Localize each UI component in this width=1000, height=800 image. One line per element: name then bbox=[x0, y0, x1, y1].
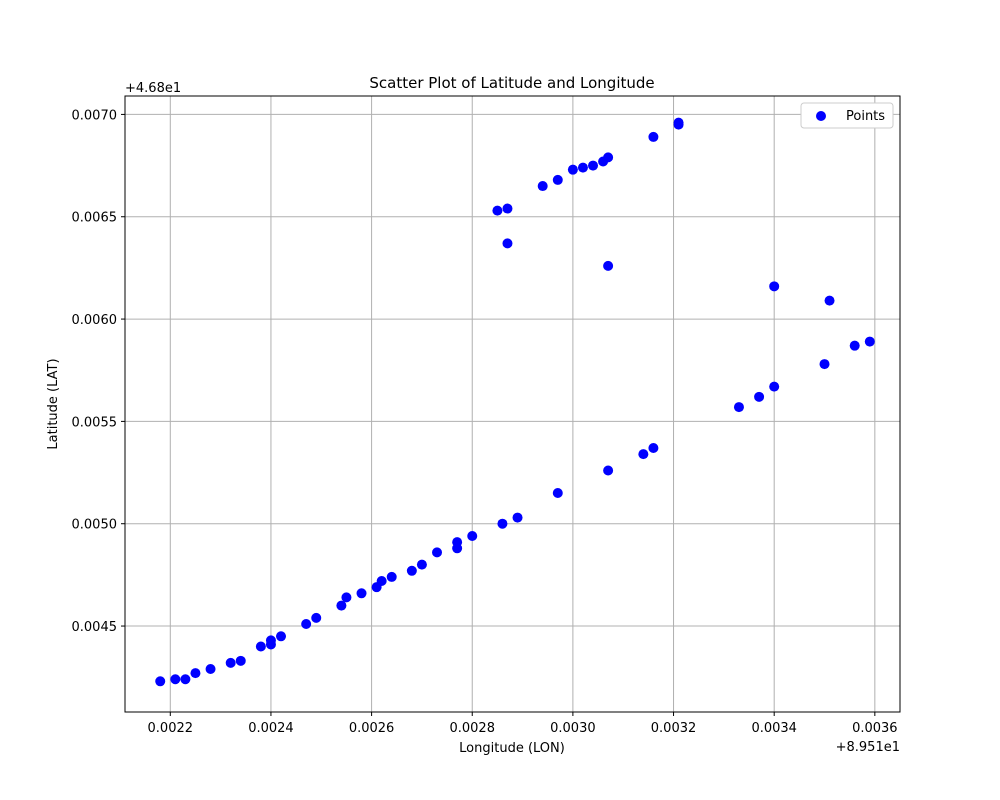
data-point bbox=[603, 152, 614, 163]
data-point bbox=[819, 359, 830, 370]
data-point bbox=[225, 657, 236, 668]
x-tick-label: 0.0034 bbox=[751, 721, 797, 736]
data-point bbox=[512, 512, 523, 523]
x-tick-label: 0.0028 bbox=[449, 721, 495, 736]
data-point bbox=[537, 181, 548, 192]
data-point bbox=[552, 174, 563, 185]
data-point bbox=[276, 631, 287, 642]
data-point bbox=[180, 674, 191, 685]
data-point bbox=[341, 592, 352, 603]
data-point bbox=[386, 571, 397, 582]
y-axis-label: Latitude (LAT) bbox=[46, 358, 61, 449]
data-point bbox=[502, 238, 513, 249]
grid bbox=[125, 96, 900, 712]
data-point bbox=[336, 600, 347, 611]
data-point bbox=[648, 443, 659, 453]
legend-label: Points bbox=[846, 109, 885, 124]
plot-frame bbox=[124, 95, 901, 713]
x-tick-label: 0.0032 bbox=[651, 721, 697, 736]
ticks: 0.0022 0.0024 0.0026 0.0028 0.0030 0.0032 0.00… bbox=[72, 108, 898, 736]
data-point bbox=[638, 449, 649, 460]
data-point bbox=[769, 381, 780, 392]
chart-title: Scatter Plot of Latitude and Longitude bbox=[369, 74, 654, 92]
data-point bbox=[265, 635, 276, 646]
data-point bbox=[824, 295, 835, 306]
x-tick-label: 0.0036 bbox=[852, 721, 898, 736]
y-tick-label: 0.0060 bbox=[72, 313, 118, 328]
data-point bbox=[205, 664, 216, 675]
y-tick-label: 0.0065 bbox=[72, 211, 118, 226]
data-point bbox=[603, 260, 614, 271]
data-point bbox=[502, 203, 513, 214]
x-axis-label: Longitude (LON) bbox=[459, 741, 565, 756]
x-tick-label: 0.0030 bbox=[550, 721, 596, 736]
x-tick-label: 0.0022 bbox=[148, 721, 194, 736]
data-point bbox=[648, 131, 659, 142]
data-point bbox=[588, 160, 599, 171]
data-point bbox=[235, 655, 246, 666]
y-tick-label: 0.0055 bbox=[72, 415, 118, 430]
data-point bbox=[603, 465, 614, 476]
y-offset-label: +4.68e1 bbox=[125, 81, 181, 96]
data-point bbox=[467, 531, 478, 541]
data-point bbox=[567, 164, 578, 175]
data-point bbox=[406, 565, 417, 576]
data-point bbox=[311, 612, 322, 623]
data-point bbox=[497, 518, 508, 529]
y-tick-label: 0.0050 bbox=[72, 518, 118, 533]
data-point bbox=[301, 619, 312, 629]
x-tick-label: 0.0026 bbox=[349, 721, 395, 736]
data-point bbox=[356, 588, 367, 599]
data-point bbox=[190, 668, 201, 679]
legend: Points bbox=[800, 102, 894, 129]
data-point bbox=[492, 205, 503, 216]
legend-box bbox=[800, 102, 894, 129]
x-tick-label: 0.0024 bbox=[248, 721, 294, 736]
y-tick-label: 0.0045 bbox=[72, 620, 118, 635]
data-point bbox=[769, 281, 780, 292]
data-point bbox=[376, 576, 387, 587]
data-point bbox=[452, 537, 463, 548]
data-point bbox=[552, 488, 563, 499]
data-point bbox=[754, 391, 765, 402]
data-point bbox=[155, 676, 166, 687]
data-point bbox=[733, 402, 744, 413]
data-point bbox=[577, 162, 588, 173]
data-point bbox=[864, 336, 875, 347]
data-point bbox=[170, 674, 181, 685]
data-point bbox=[416, 559, 427, 570]
data-point bbox=[849, 340, 860, 351]
data-points bbox=[155, 117, 875, 687]
legend-marker bbox=[816, 111, 826, 121]
data-point bbox=[673, 117, 684, 128]
x-offset-label: +8.951e1 bbox=[836, 740, 900, 755]
data-point bbox=[432, 547, 443, 558]
y-tick-label: 0.0070 bbox=[72, 108, 118, 123]
data-point bbox=[255, 641, 266, 652]
